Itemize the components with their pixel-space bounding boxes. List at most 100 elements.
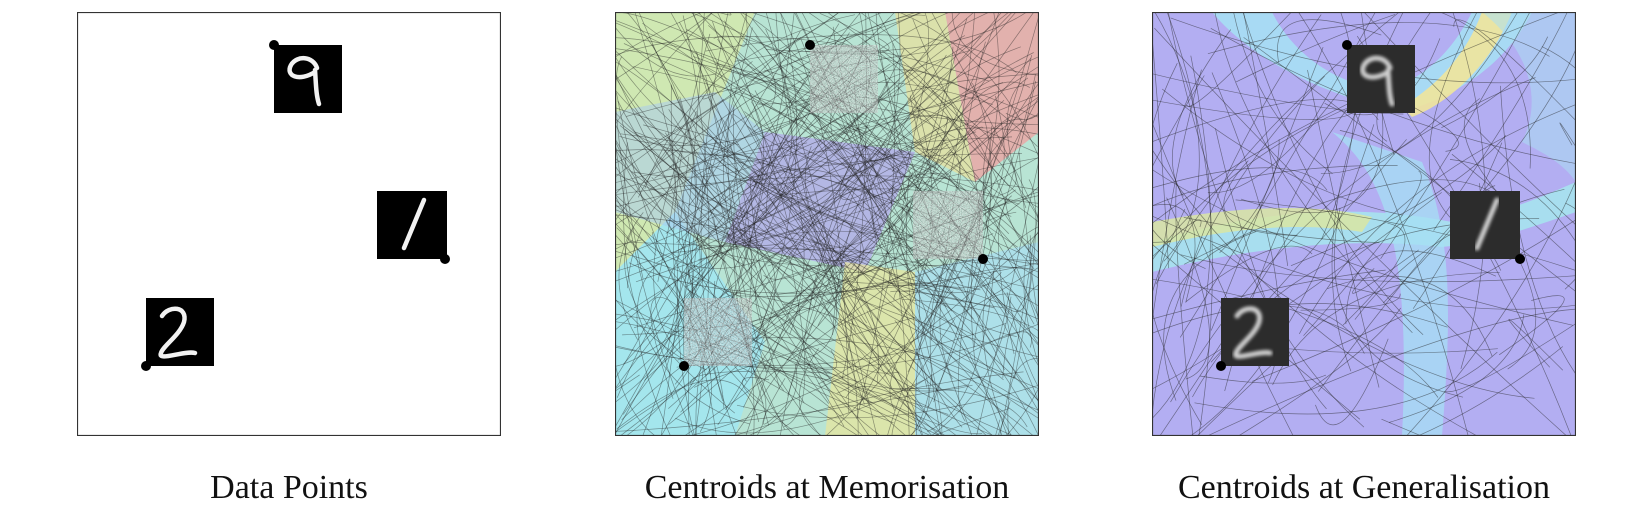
- partition-line: [615, 99, 725, 164]
- partition-line: [688, 12, 1010, 234]
- partition-line: [1277, 19, 1382, 63]
- partition-line: [713, 35, 956, 139]
- generalisation-plot: [1152, 12, 1576, 436]
- partition-line: [615, 322, 1007, 366]
- partition-line: [749, 12, 798, 359]
- partition-line: [642, 85, 696, 436]
- partition-line: [761, 187, 879, 383]
- partition-line: [1290, 135, 1507, 267]
- partition-line: [716, 12, 788, 221]
- partition-line: [631, 93, 819, 178]
- partition-line: [668, 123, 1003, 425]
- centroid-1-image: [913, 191, 983, 259]
- partition-line: [635, 195, 914, 283]
- partition-line: [1439, 12, 1531, 169]
- partition-line: [633, 66, 939, 171]
- partition-line: [930, 296, 1012, 436]
- partition-line: [1345, 250, 1497, 325]
- partition-line: [1180, 254, 1576, 283]
- partition-line: [755, 35, 1012, 436]
- partition-line: [708, 12, 776, 128]
- partition-line: [1152, 204, 1196, 303]
- partition-line: [716, 12, 732, 16]
- partition-line: [626, 51, 927, 117]
- partition-line: [615, 89, 884, 235]
- partition-line: [615, 384, 968, 432]
- region: [1152, 207, 1372, 247]
- plot-frame: [615, 12, 1039, 436]
- partition-line: [615, 165, 746, 266]
- region: [895, 12, 975, 182]
- partition-line: [738, 231, 946, 284]
- partition-line: [708, 226, 1004, 381]
- partition-line: [1315, 338, 1389, 426]
- partition-line: [671, 139, 882, 254]
- centroid-2-thumbnail: [679, 298, 752, 371]
- partition-line: [1219, 139, 1280, 254]
- partition-line: [738, 180, 933, 436]
- partition-line: [929, 211, 1017, 436]
- partition-line: [664, 132, 882, 367]
- partition-line: [714, 318, 973, 392]
- partition-line: [1444, 323, 1576, 393]
- partition-line: [832, 73, 927, 336]
- partition-line: [615, 175, 1039, 196]
- partition-line: [699, 195, 1039, 402]
- partition-line: [615, 208, 648, 220]
- partition-line: [1155, 12, 1400, 285]
- caption-memorisation: Centroids at Memorisation: [644, 469, 1010, 506]
- partition-line: [732, 371, 1024, 436]
- partition-line: [663, 148, 870, 436]
- partition-line: [753, 209, 845, 417]
- partition-line: [615, 12, 975, 390]
- partition-line: [623, 142, 751, 425]
- partition-line: [705, 75, 780, 389]
- partition-line: [615, 36, 990, 82]
- partition-line: [1243, 37, 1576, 293]
- partition-line: [897, 12, 929, 201]
- partition-line: [995, 401, 1011, 436]
- partition-line: [615, 26, 717, 77]
- partition-line: [691, 12, 942, 390]
- digit-9-thumbnail: [269, 40, 342, 113]
- partition-line: [744, 282, 981, 349]
- partition-line: [742, 39, 893, 261]
- partition-line: [615, 212, 780, 269]
- partition-line: [1342, 222, 1406, 326]
- partition-line: [1152, 12, 1561, 224]
- centroid-marker: [1515, 254, 1525, 264]
- centroid-1-stroke: [1474, 197, 1500, 251]
- partition-line: [982, 119, 1023, 268]
- partition-line: [1152, 208, 1186, 295]
- partition-line: [873, 153, 986, 204]
- partition-line: [1152, 121, 1294, 436]
- partition-line: [1163, 12, 1200, 262]
- partition-line: [624, 227, 736, 414]
- partition-line: [626, 12, 698, 205]
- region: [945, 12, 1039, 182]
- partition-line: [783, 143, 1039, 403]
- partition-line: [1297, 12, 1469, 436]
- partition-line: [1433, 12, 1568, 231]
- partition-line: [1382, 47, 1576, 304]
- partition-line: [688, 31, 801, 207]
- partition-line: [1186, 12, 1292, 107]
- partition-line: [733, 104, 882, 436]
- partition-line: [615, 185, 643, 245]
- partition-line: [786, 12, 1000, 361]
- partition-line: [1152, 167, 1328, 191]
- partition-line: [619, 125, 746, 218]
- partition-line: [615, 12, 758, 222]
- partition-line: [1388, 314, 1525, 423]
- region: [825, 262, 915, 436]
- partition-line: [1006, 292, 1039, 389]
- partition-line: [615, 107, 739, 146]
- partition-line: [878, 18, 968, 320]
- partition-line: [901, 171, 981, 291]
- partition-line: [698, 12, 1017, 260]
- partition-line: [802, 195, 1039, 280]
- partition-line: [615, 22, 1039, 347]
- centroid-9-thumbnail: [805, 40, 878, 113]
- partition-line: [1154, 12, 1213, 436]
- partition-line: [973, 293, 1039, 348]
